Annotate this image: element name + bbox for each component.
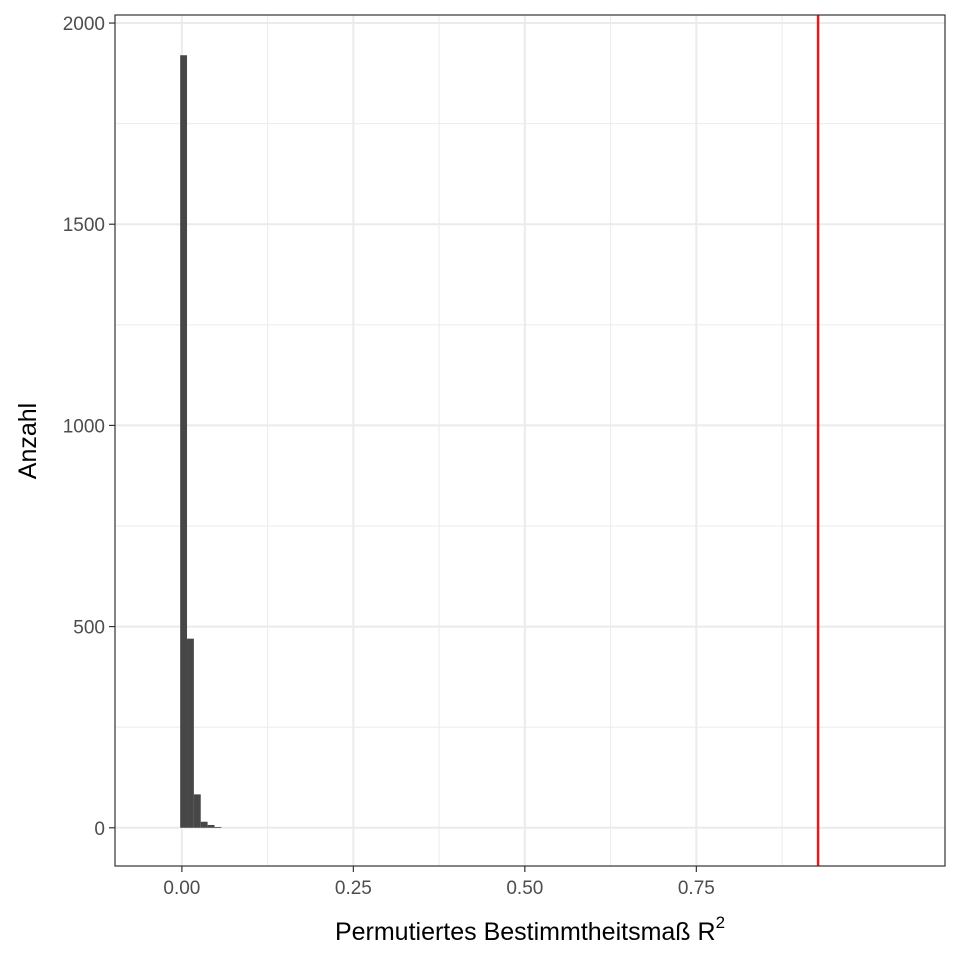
histogram-bar — [193, 794, 201, 828]
panel-border — [114, 14, 946, 867]
histogram-bar — [200, 821, 208, 828]
major-gridlines — [115, 15, 945, 866]
histogram-bars — [180, 55, 222, 828]
y-tick-label: 1500 — [63, 215, 105, 236]
x-axis-title-text: Permutiertes Bestimmtheitsmaß R — [335, 918, 716, 946]
histogram-bar — [214, 826, 222, 828]
x-tick-label: 0.00 — [163, 878, 200, 899]
minor-gridlines — [115, 15, 945, 866]
x-tick-label: 0.75 — [678, 878, 715, 899]
y-tick-label: 500 — [73, 618, 105, 639]
x-axis-title-superscript: 2 — [716, 913, 725, 932]
x-tick-label: 0.50 — [506, 878, 543, 899]
y-axis-ticks: 0 500 1000 1500 2000 — [63, 14, 115, 840]
x-axis-title: Permutiertes Bestimmtheitsmaß R2 — [335, 913, 725, 946]
histogram-bar — [187, 638, 194, 828]
x-axis-ticks: 0.00 0.25 0.50 0.75 — [163, 866, 715, 899]
histogram-bar — [180, 55, 188, 828]
y-tick-label: 2000 — [63, 14, 105, 35]
histogram-bar — [207, 824, 215, 828]
y-tick-label: 0 — [94, 819, 105, 840]
y-tick-label: 1000 — [63, 416, 105, 437]
x-tick-label: 0.25 — [335, 878, 372, 899]
y-axis-title: Anzahl — [14, 403, 42, 479]
